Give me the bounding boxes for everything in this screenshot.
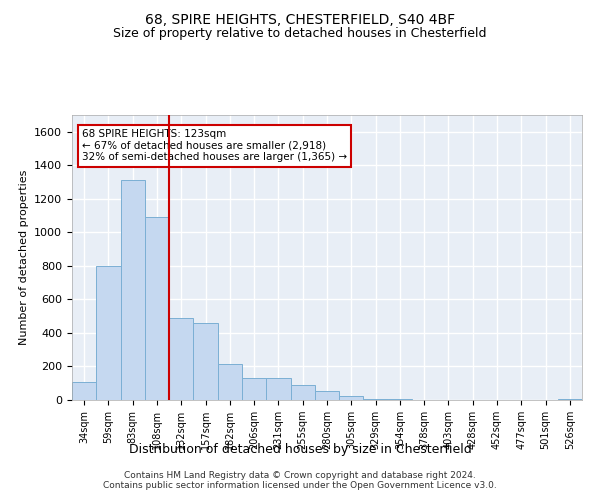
Bar — [364, 399, 388, 400]
Bar — [193, 323, 218, 400]
Bar — [339, 396, 364, 400]
Bar — [315, 391, 339, 400]
Y-axis label: Number of detached properties: Number of detached properties — [19, 170, 29, 345]
Bar — [558, 399, 582, 400]
Text: 68, SPIRE HEIGHTS, CHESTERFIELD, S40 4BF: 68, SPIRE HEIGHTS, CHESTERFIELD, S40 4BF — [145, 12, 455, 26]
Text: Size of property relative to detached houses in Chesterfield: Size of property relative to detached ho… — [113, 28, 487, 40]
Bar — [388, 399, 412, 400]
Text: Distribution of detached houses by size in Chesterfield: Distribution of detached houses by size … — [128, 442, 472, 456]
Bar — [290, 385, 315, 400]
Text: 68 SPIRE HEIGHTS: 123sqm
← 67% of detached houses are smaller (2,918)
32% of sem: 68 SPIRE HEIGHTS: 123sqm ← 67% of detach… — [82, 129, 347, 162]
Bar — [266, 378, 290, 400]
Bar — [121, 180, 145, 400]
Bar — [72, 382, 96, 400]
Bar — [242, 378, 266, 400]
Bar — [145, 218, 169, 400]
Bar — [96, 266, 121, 400]
Bar — [169, 318, 193, 400]
Bar — [218, 364, 242, 400]
Text: Contains HM Land Registry data © Crown copyright and database right 2024.
Contai: Contains HM Land Registry data © Crown c… — [103, 470, 497, 490]
